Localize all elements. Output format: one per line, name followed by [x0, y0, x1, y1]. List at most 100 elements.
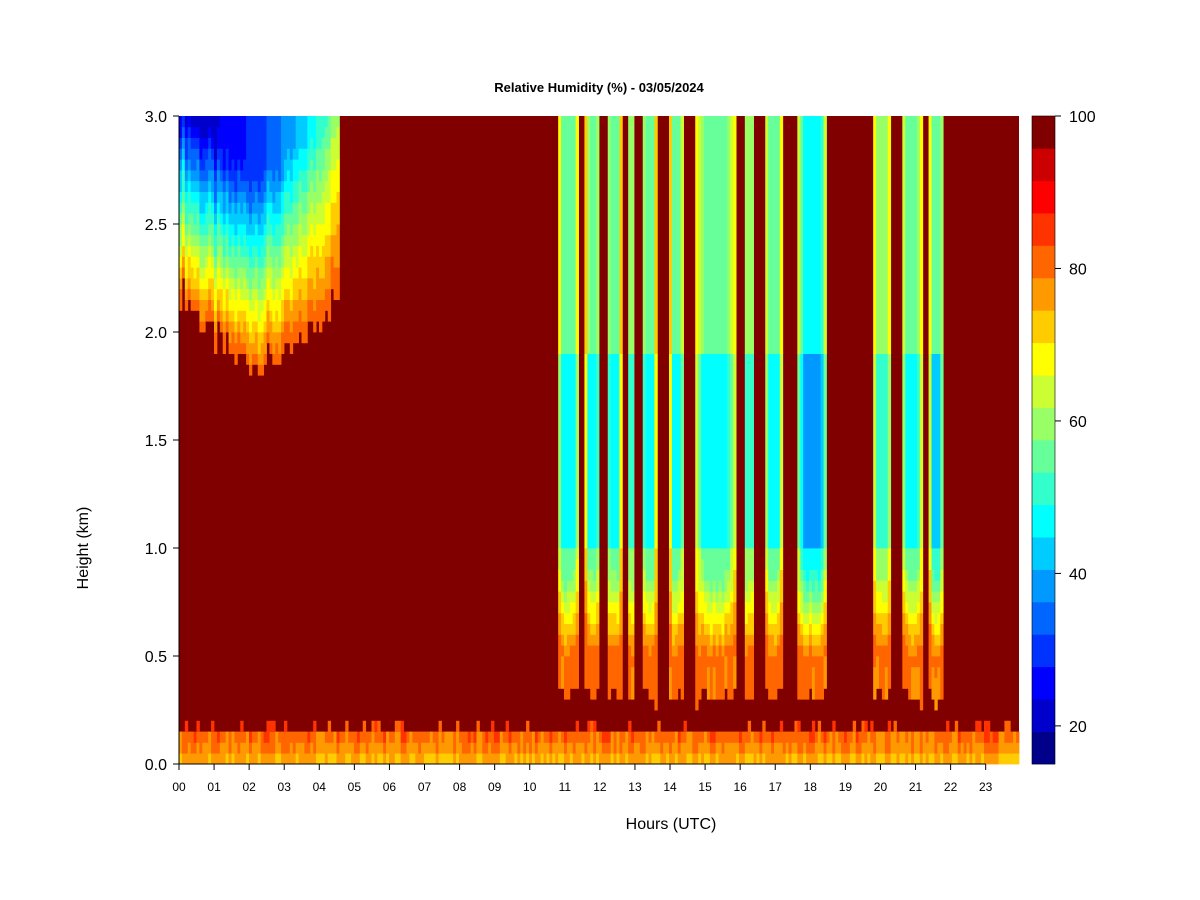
heatmap-cell [254, 180, 259, 192]
x-tick-label: 11 [559, 780, 572, 794]
heatmap-cell [523, 753, 527, 765]
heatmap-cell [934, 116, 938, 354]
heatmap-cell [307, 256, 311, 279]
heatmap-cell [610, 731, 614, 754]
heatmap-cell [814, 580, 819, 603]
heatmap-cell [916, 731, 921, 754]
heatmap-cell [634, 742, 638, 765]
heatmap-cell [237, 731, 241, 754]
heatmap-cell [879, 612, 883, 624]
heatmap-cell [246, 213, 250, 236]
heatmap-cell [931, 353, 935, 549]
heatmap-cell [272, 116, 276, 182]
heatmap-cell [359, 731, 364, 743]
heatmap-cell [184, 126, 189, 138]
heatmap-cell [199, 180, 203, 192]
heatmap-cell [304, 213, 308, 236]
heatmap-cell [257, 256, 262, 268]
heatmap-cell [543, 731, 547, 743]
heatmap-cell [254, 742, 259, 765]
heatmap-cell [899, 753, 903, 765]
heatmap-cell [216, 753, 221, 765]
heatmap-cell [243, 731, 247, 743]
heatmap-cell [966, 731, 970, 743]
heatmap-cell [663, 731, 667, 743]
heatmap-cell [680, 623, 684, 646]
heatmap-cell [572, 116, 577, 354]
heatmap-cell [800, 612, 804, 624]
heatmap-cell [254, 116, 259, 182]
heatmap-cell [890, 753, 894, 765]
heatmap-cell [616, 731, 620, 754]
heatmap-cell [671, 116, 676, 354]
heatmap-cell [613, 612, 617, 635]
heatmap-cell [310, 731, 314, 743]
heatmap-cell [575, 612, 579, 635]
heatmap-cell [540, 753, 544, 765]
heatmap-cell [908, 634, 912, 657]
heatmap-cell [674, 612, 679, 624]
heatmap-cell [526, 753, 530, 765]
heatmap-cell [196, 191, 200, 203]
heatmap-cell [849, 742, 854, 754]
heatmap-cell [747, 548, 752, 581]
heatmap-cell [225, 278, 229, 290]
heatmap-cell [237, 202, 241, 225]
heatmap-cell [330, 753, 334, 765]
heatmap-cell [205, 731, 209, 743]
heatmap-cell [566, 656, 571, 700]
heatmap-cell [587, 591, 591, 614]
heatmap-cell [208, 288, 212, 300]
heatmap-cell [671, 623, 676, 646]
heatmap-cell [251, 180, 256, 203]
heatmap-cell [179, 148, 183, 160]
heatmap-cell [234, 321, 238, 333]
heatmap-cell [190, 753, 194, 765]
heatmap-cell [263, 170, 267, 192]
heatmap-cell [502, 731, 507, 743]
heatmap-cell [607, 580, 612, 603]
heatmap-cell [216, 310, 221, 322]
heatmap-cell [383, 731, 387, 743]
heatmap-cell [680, 645, 684, 700]
heatmap-cell [774, 548, 778, 581]
heatmap-cell [564, 623, 568, 646]
heatmap-cell [216, 288, 221, 300]
heatmap-cell [362, 753, 367, 765]
heatmap-cell [908, 116, 912, 354]
heatmap-cell [181, 245, 186, 257]
heatmap-cell [286, 213, 291, 225]
heatmap-cell [441, 742, 445, 754]
heatmap-cell [284, 288, 288, 300]
heatmap-cell [391, 731, 396, 743]
heatmap-cell [919, 548, 924, 592]
heatmap-cell [706, 623, 711, 635]
heatmap-cell [902, 612, 906, 635]
heatmap-cell [295, 245, 299, 268]
heatmap-cell [986, 742, 991, 754]
heatmap-cell [712, 591, 717, 603]
heatmap-cell [584, 753, 588, 765]
heatmap-cell [202, 170, 206, 182]
heatmap-cell [301, 278, 305, 300]
heatmap-cell [246, 299, 250, 322]
heatmap-cell [704, 634, 708, 646]
heatmap-cell [564, 116, 568, 354]
heatmap-cell [219, 310, 224, 322]
heatmap-cell [222, 234, 227, 257]
colorbar-swatch [1032, 310, 1055, 344]
heatmap-cell [937, 353, 941, 549]
heatmap-cell [747, 720, 752, 743]
heatmap-cell [278, 116, 282, 182]
heatmap-cell [246, 321, 250, 333]
x-tick-label: 14 [663, 780, 677, 794]
heatmap-cell [698, 353, 702, 549]
heatmap-cell [683, 742, 687, 765]
heatmap-cell [753, 731, 757, 743]
heatmap-cell [298, 180, 302, 203]
heatmap-cell [820, 623, 824, 635]
heatmap-cell [814, 602, 819, 614]
heatmap-cell [718, 580, 722, 592]
heatmap-cell [806, 623, 810, 635]
heatmap-cell [479, 731, 483, 754]
